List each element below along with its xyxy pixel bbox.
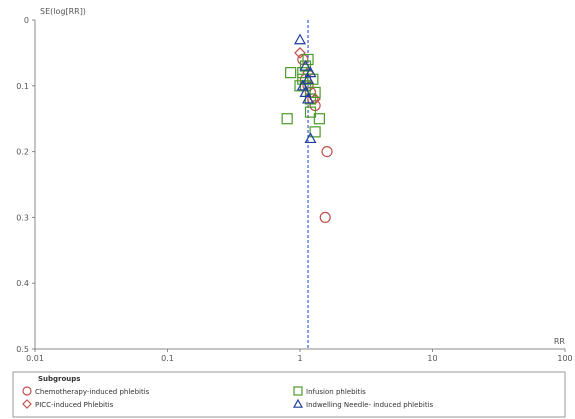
x-tick-label: 0.01 bbox=[26, 354, 44, 363]
data-point-triangle bbox=[299, 86, 312, 97]
data-point-square bbox=[304, 106, 317, 118]
data-point-triangle bbox=[293, 33, 307, 45]
legend-marker-circle bbox=[22, 386, 32, 396]
x-tick-label: 100 bbox=[557, 354, 572, 363]
legend-box bbox=[12, 371, 566, 418]
x-tick-label: 0.1 bbox=[161, 354, 174, 363]
data-point-triangle bbox=[296, 79, 309, 91]
y-tick-label: 0 bbox=[24, 16, 29, 25]
legend-label: Infusion phlebitis bbox=[306, 388, 366, 396]
axes: 0 0.1 0.2 0.3 0.4 0.50.01 0.1 1 10 100 SE(log[RR])… bbox=[16, 7, 572, 363]
x-tick-label: 1 bbox=[297, 354, 302, 363]
legend-label: Chemotherapy-induced phlebitis bbox=[35, 388, 150, 396]
legend-title: Subgroups bbox=[38, 375, 80, 383]
legend: Subgroups Chemotherapy-induced phlebitis P… bbox=[12, 371, 566, 418]
legend-label: Indwelling Needle- induced phlebitis bbox=[306, 401, 434, 409]
x-axis-title: RR bbox=[554, 337, 566, 346]
data-point-square bbox=[313, 113, 325, 125]
y-tick-label: 0.3 bbox=[16, 213, 29, 222]
legend-marker-triangle bbox=[292, 398, 304, 408]
y-tick-label: 0.1 bbox=[16, 82, 29, 91]
data-point-triangle bbox=[302, 92, 315, 104]
data-points bbox=[281, 33, 333, 223]
data-point-square bbox=[309, 126, 321, 138]
data-point-square bbox=[297, 73, 309, 85]
y-axis-title: SE(log[RR]) bbox=[40, 7, 86, 16]
data-point-circle bbox=[321, 146, 333, 158]
data-point-triangle bbox=[304, 66, 317, 78]
data-point-circle bbox=[319, 211, 331, 223]
data-point-square bbox=[285, 67, 297, 79]
x-tick-label: 10 bbox=[427, 354, 437, 363]
legend-marker-square bbox=[293, 386, 303, 396]
y-tick-label: 0.2 bbox=[16, 148, 29, 157]
y-tick-label: 0.5 bbox=[16, 345, 29, 354]
data-point-diamond bbox=[294, 47, 306, 59]
data-point-triangle bbox=[299, 59, 312, 71]
data-point-square bbox=[309, 86, 321, 98]
data-point-triangle bbox=[304, 132, 317, 144]
data-point-square bbox=[281, 113, 293, 125]
legend-label: PICC-induced Phlebitis bbox=[35, 401, 114, 409]
y-tick-label: 0.4 bbox=[16, 279, 29, 288]
data-point-triangle bbox=[302, 72, 315, 84]
legend-marker-diamond bbox=[22, 399, 32, 409]
